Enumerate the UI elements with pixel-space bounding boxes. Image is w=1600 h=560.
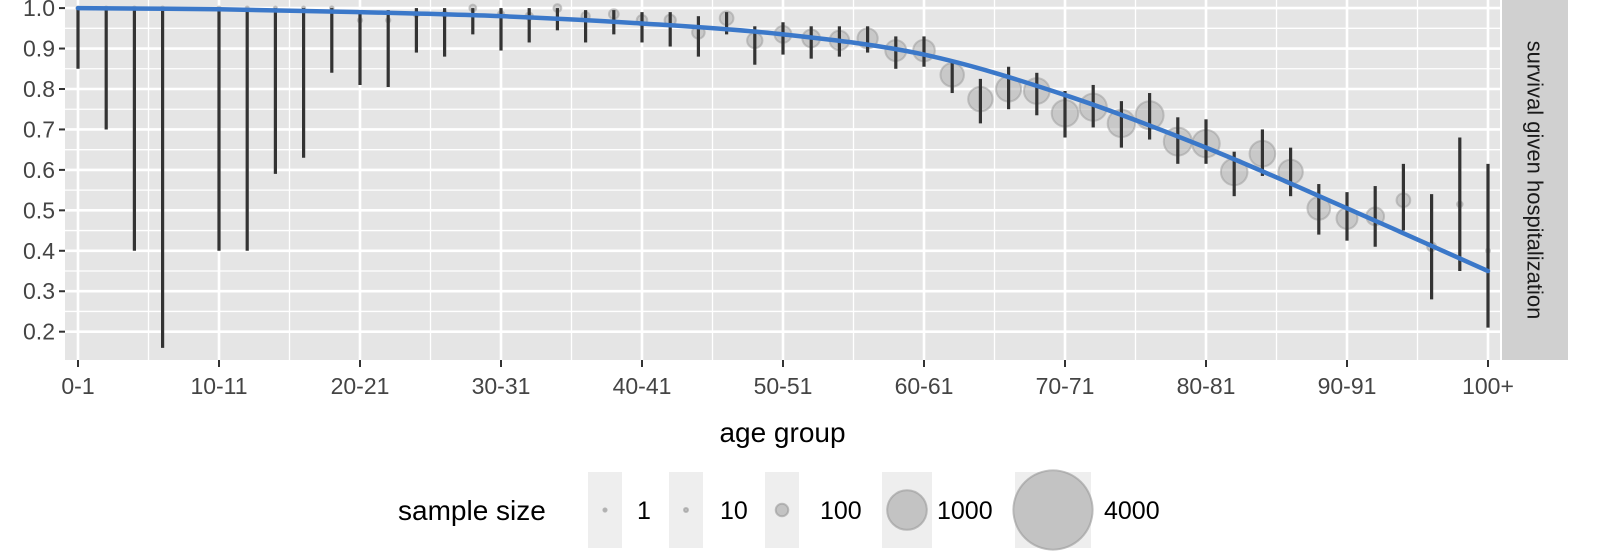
legend-label: 1000 <box>937 497 993 525</box>
y-tick-label: 0.8 <box>23 76 55 102</box>
facet-strip-label: survival given hospitalization <box>1523 41 1548 320</box>
x-tick-label: 0-1 <box>61 373 94 399</box>
legend-label: 1 <box>637 497 651 525</box>
y-tick-label: 0.5 <box>23 197 55 223</box>
x-tick-label: 20-21 <box>331 373 390 399</box>
legend-key-point <box>774 502 790 518</box>
y-tick-label: 0.2 <box>23 319 55 345</box>
legend-key-point <box>683 507 689 513</box>
y-tick-label: 0.7 <box>23 116 55 142</box>
y-tick-label: 1.0 <box>23 0 55 21</box>
x-tick-label: 50-51 <box>754 373 813 399</box>
facet-strip: survival given hospitalization <box>1502 0 1568 360</box>
x-tick-label: 90-91 <box>1318 373 1377 399</box>
y-tick-label: 0.9 <box>23 36 55 62</box>
x-tick-label: 10-11 <box>190 373 247 399</box>
x-tick-label: 60-61 <box>895 373 954 399</box>
x-tick-label: 40-41 <box>613 373 672 399</box>
legend-key-point <box>886 489 928 531</box>
x-tick-label: 70-71 <box>1036 373 1095 399</box>
legend: sample size 1 10 100 1000 4000 <box>398 469 1160 551</box>
x-tick-label: 30-31 <box>472 373 531 399</box>
facet-strip-background <box>1502 0 1568 360</box>
x-tick-label: 100+ <box>1462 373 1514 399</box>
y-tick-label: 0.6 <box>23 157 55 183</box>
x-tick-label: 80-81 <box>1177 373 1236 399</box>
legend-key-point <box>602 507 608 513</box>
fit-line <box>75 5 1491 274</box>
y-tick-label: 0.3 <box>23 278 55 304</box>
data-layer <box>75 3 1491 348</box>
legend-label: 4000 <box>1104 497 1160 525</box>
y-tick-label: 0.4 <box>23 238 55 264</box>
legend-title: sample size <box>398 495 546 526</box>
x-axis-title: age group <box>719 417 845 448</box>
legend-key-point <box>1012 469 1094 551</box>
axes: 0.2 0.3 0.4 0.5 0.6 0.7 0.8 0.9 1.0 0-1 10-11 20-21… <box>23 0 1514 399</box>
legend-label: 10 <box>720 497 748 525</box>
legend-label: 100 <box>820 497 862 525</box>
